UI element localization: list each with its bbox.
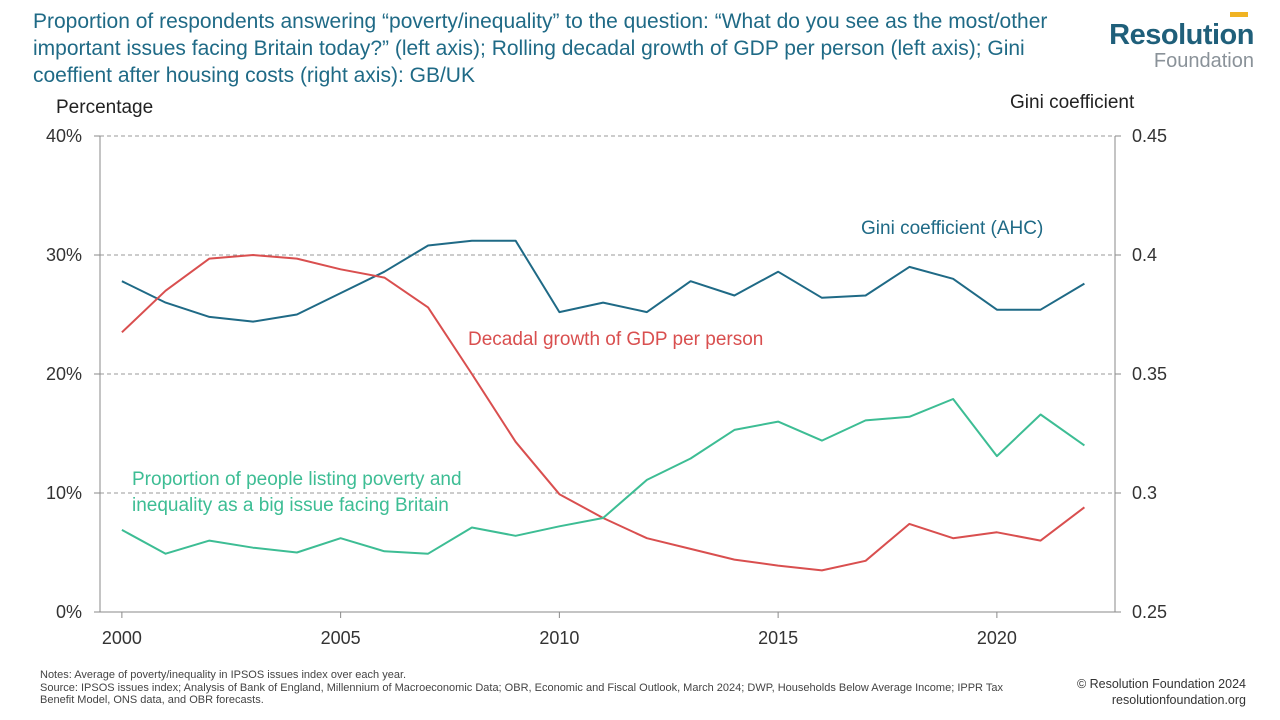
x-tick-label: 2000 bbox=[102, 628, 142, 648]
resolution-foundation-logo: Resolution Foundation bbox=[1109, 12, 1254, 72]
chart-notes: Notes: Average of poverty/inequality in … bbox=[40, 669, 1040, 707]
y2-tick-label: 0.3 bbox=[1132, 483, 1157, 503]
y2-tick-label: 0.45 bbox=[1132, 126, 1167, 146]
x-tick-label: 2005 bbox=[321, 628, 361, 648]
poverty-series-label: Proportion of people listing poverty and bbox=[132, 469, 462, 490]
logo-wordmark-top: Resolution bbox=[1109, 12, 1254, 51]
gini-series-label: Gini coefficient (AHC) bbox=[861, 218, 1043, 239]
y-tick-label: 40% bbox=[46, 126, 82, 146]
y-tick-label: 30% bbox=[46, 245, 82, 265]
x-tick-label: 2015 bbox=[758, 628, 798, 648]
series-line bbox=[121, 398, 1085, 555]
logo-text-top: Resolution bbox=[1109, 19, 1254, 51]
x-tick-label: 2010 bbox=[539, 628, 579, 648]
poverty-series-label-line2: inequality as a big issue facing Britain bbox=[132, 495, 449, 516]
credit: © Resolution Foundation 2024 resolutionf… bbox=[1077, 676, 1246, 708]
y2-tick-label: 0.35 bbox=[1132, 364, 1167, 384]
left-axis-title: Percentage bbox=[56, 97, 154, 118]
chart-title: Proportion of respondents answering “pov… bbox=[33, 10, 1048, 87]
copyright-text: © Resolution Foundation 2024 bbox=[1076, 677, 1246, 691]
logo-accent-bar bbox=[1230, 12, 1248, 17]
gdp-series-label: Decadal growth of GDP per person bbox=[468, 329, 763, 350]
website-text: resolutionfoundation.org bbox=[1111, 693, 1246, 707]
y-tick-label: 0% bbox=[56, 602, 82, 622]
logo-text-bottom: Foundation bbox=[1153, 50, 1254, 72]
source-line: Source: IPSOS issues index; Analysis of … bbox=[40, 681, 1003, 707]
series-line bbox=[121, 239, 1085, 323]
y2-tick-label: 0.25 bbox=[1132, 602, 1167, 622]
y-tick-label: 20% bbox=[46, 364, 82, 384]
y-tick-label: 10% bbox=[46, 483, 82, 503]
x-tick-label: 2020 bbox=[977, 628, 1017, 648]
notes-line: Notes: Average of poverty/inequality in … bbox=[40, 669, 407, 681]
y2-tick-label: 0.4 bbox=[1132, 245, 1157, 265]
right-axis-title: Gini coefficient bbox=[1010, 92, 1135, 113]
